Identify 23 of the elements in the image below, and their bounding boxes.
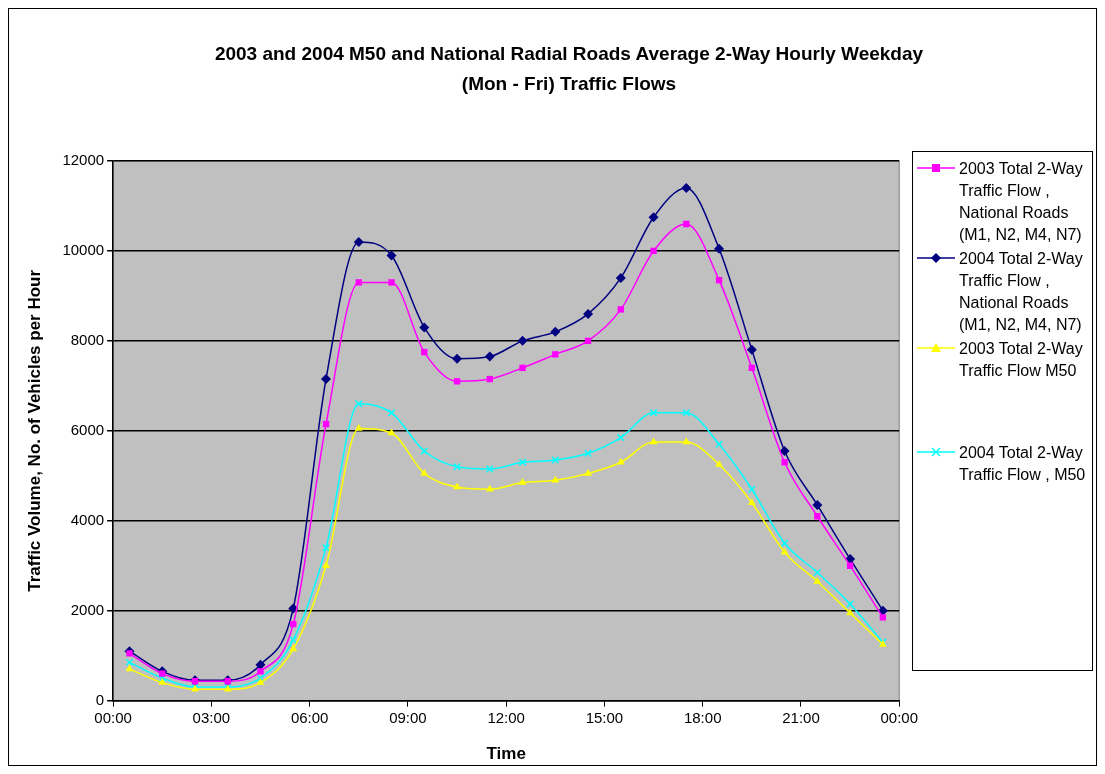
y-tick-label: 12000 bbox=[62, 151, 105, 169]
y-tick-label: 4000 bbox=[70, 510, 105, 528]
x-tick-label: 06:00 bbox=[290, 708, 329, 726]
legend-label: 2004 Total 2-Way Traffic Flow , National Roads (M1, N2, M4, N7) bbox=[959, 249, 1084, 335]
x-axis-title: Time bbox=[486, 744, 526, 764]
x-tick-label: 21:00 bbox=[782, 708, 820, 726]
x-tick-label: 18:00 bbox=[683, 708, 722, 726]
y-tick-label: 0 bbox=[95, 690, 105, 708]
x-tick-label: 00:00 bbox=[880, 708, 919, 726]
x-tick-label: 15:00 bbox=[585, 708, 624, 726]
y-tick-label: 2000 bbox=[70, 600, 105, 618]
legend-label: 2003 Total 2-Way Traffic Flow , National Roads (M1, N2, M4, N7) bbox=[959, 159, 1084, 245]
legend-label: 2003 Total 2-Way Traffic Flow M50 bbox=[959, 339, 1084, 381]
y-axis-title: Traffic Volume, No. of Vehicles per Hour bbox=[24, 269, 44, 592]
x-tick-label: 03:00 bbox=[192, 708, 231, 726]
x-tick-label: 00:00 bbox=[94, 708, 132, 726]
legend-label: 2004 Total 2-Way Traffic Flow , M50 bbox=[959, 443, 1087, 485]
y-tick-label: 6000 bbox=[70, 420, 105, 438]
x-tick-label: 12:00 bbox=[487, 708, 525, 726]
chart-title: 2003 and 2004 M50 and National Radial Roads Average 2-Way Hourly Weekday (Mon - Fri) Traffic Flows bbox=[213, 42, 925, 96]
y-tick-label: 10000 bbox=[62, 241, 105, 259]
y-tick-label: 8000 bbox=[70, 331, 105, 349]
x-tick-label: 09:00 bbox=[389, 708, 427, 726]
